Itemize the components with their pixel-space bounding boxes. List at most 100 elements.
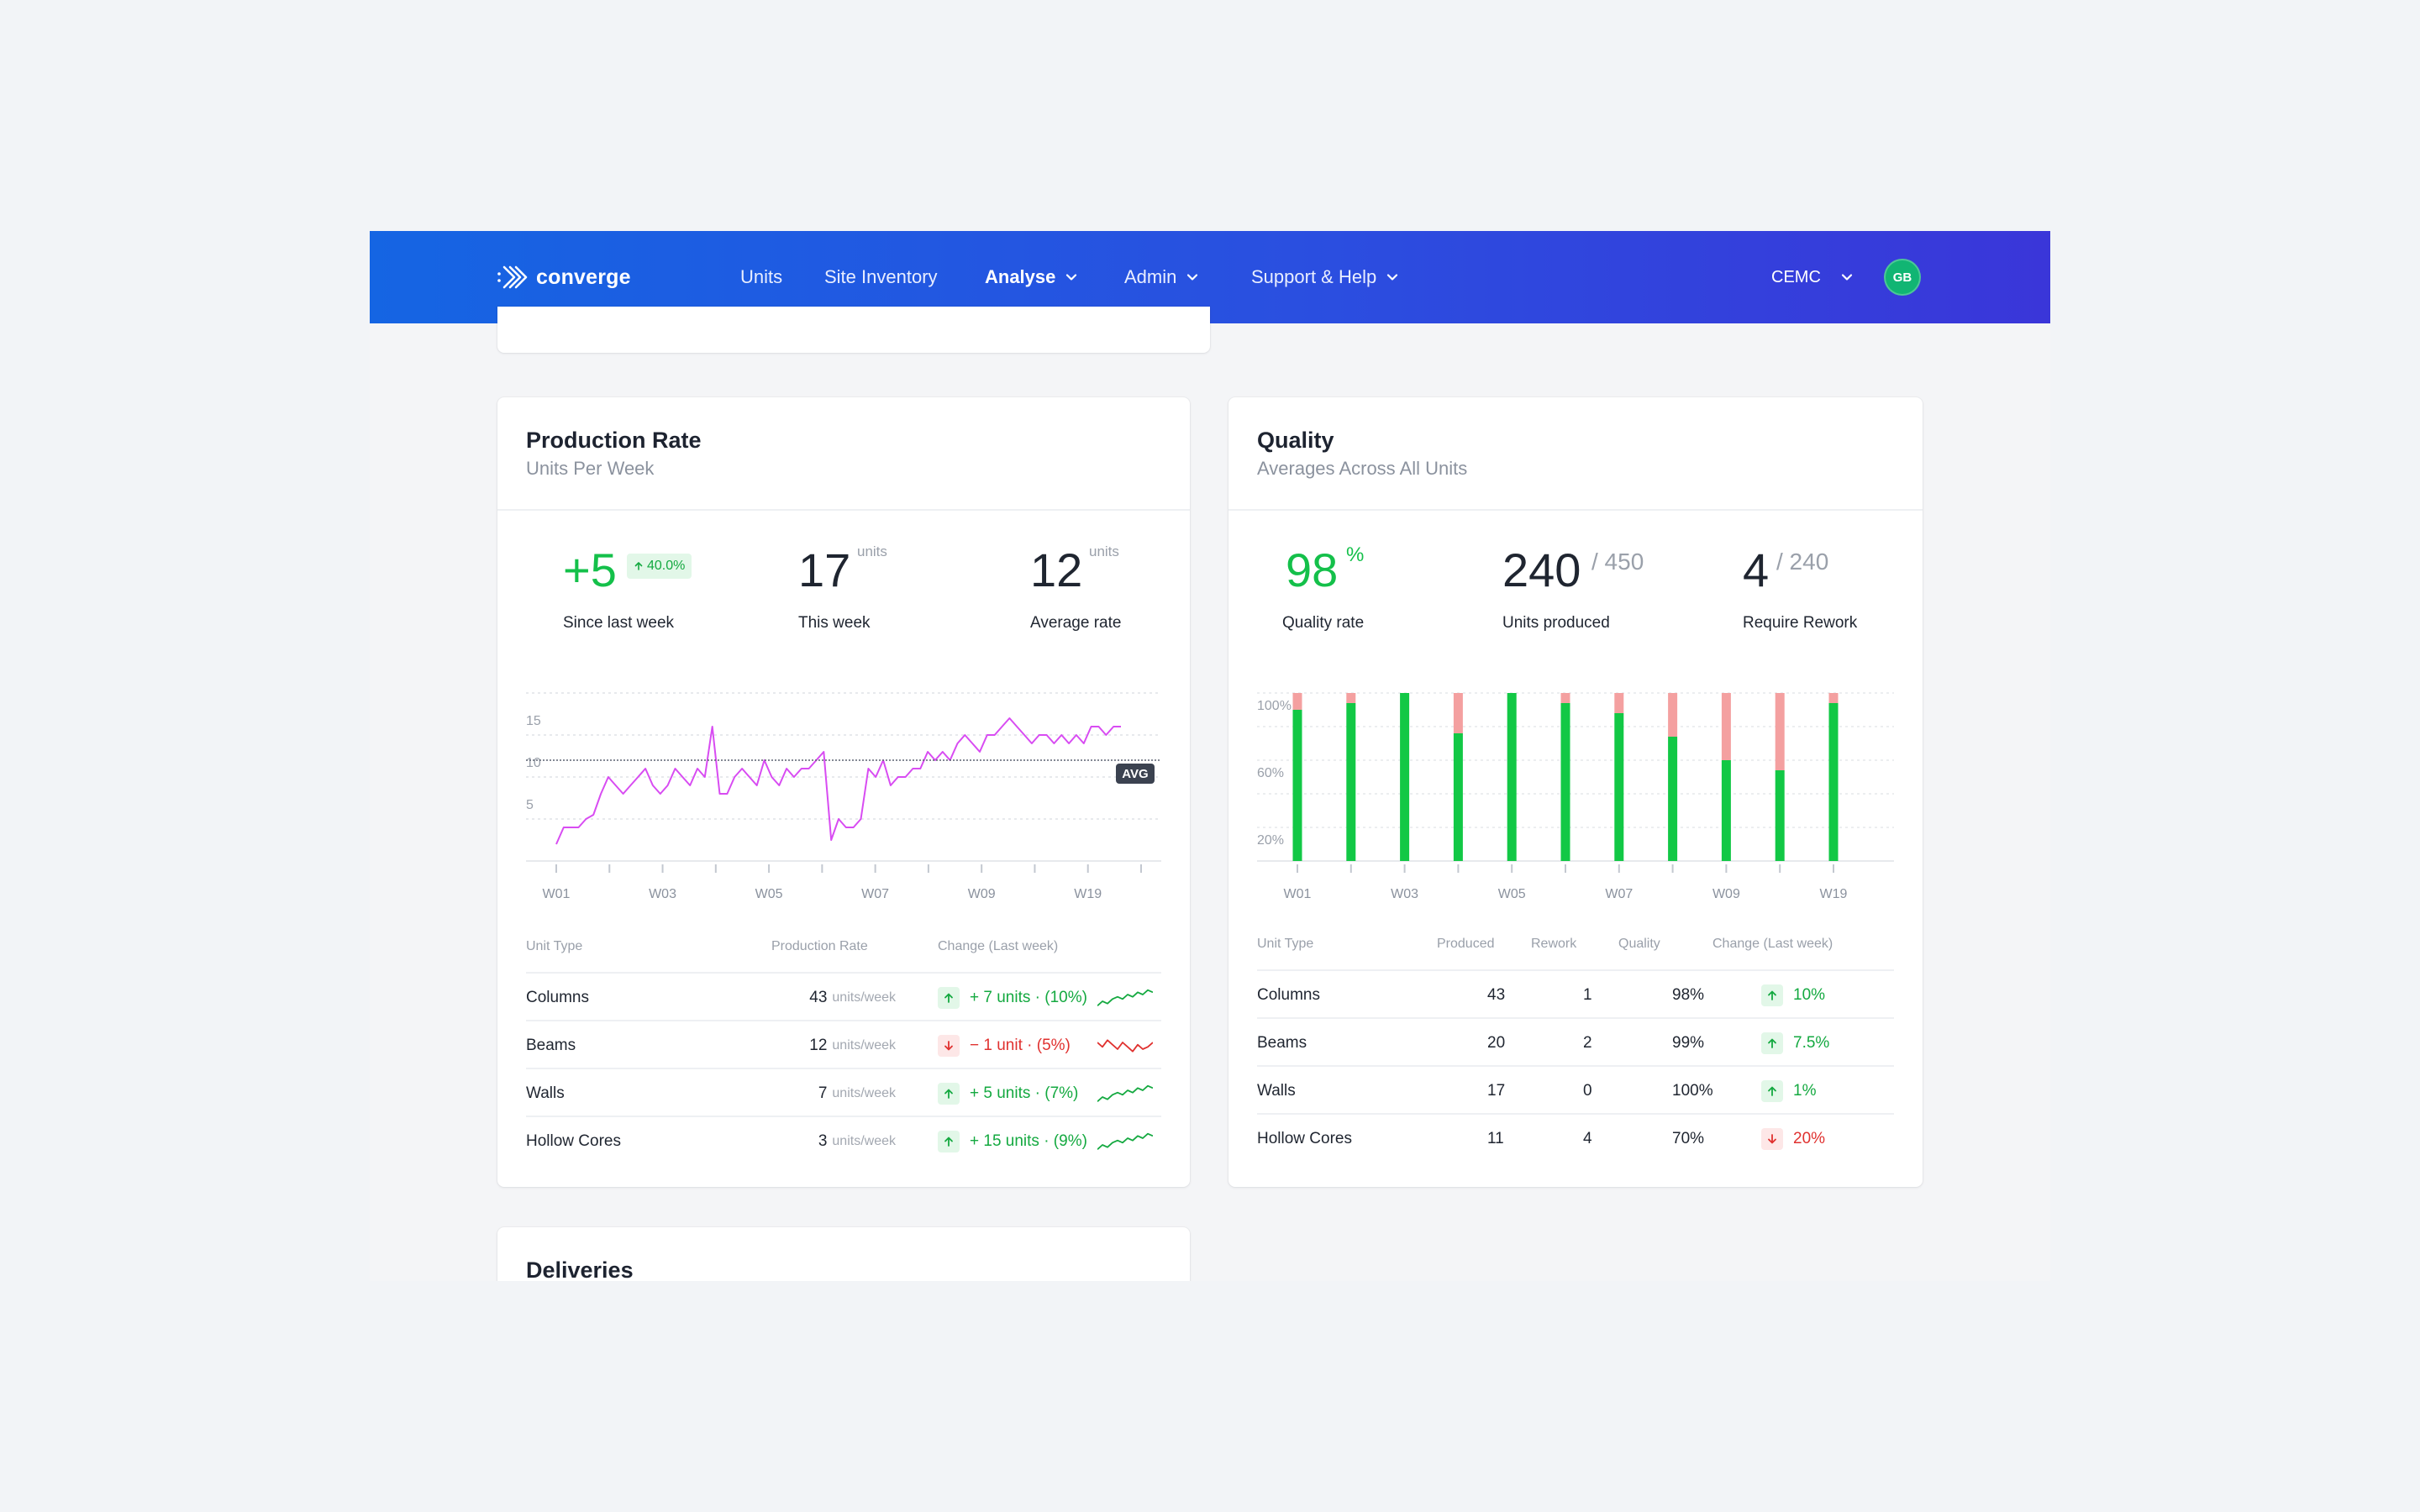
production-rate-value: 43 bbox=[809, 988, 828, 1006]
table-row[interactable]: Hollow Cores 11 4 70% 20% bbox=[1257, 1113, 1894, 1161]
kpi-this-week-label: This week bbox=[798, 614, 871, 632]
y-tick-label: 5 bbox=[526, 798, 534, 812]
rework-cell: 1 bbox=[1583, 985, 1592, 1004]
deliveries-card: Deliveries bbox=[497, 1227, 1190, 1281]
x-tick-label: W03 bbox=[1391, 887, 1418, 901]
organization-switcher[interactable]: CEMC bbox=[1771, 231, 1853, 323]
col-header-quality: Quality bbox=[1618, 937, 1660, 951]
nav-units[interactable]: Units bbox=[740, 231, 782, 323]
change-text: + 5 units · (7%) bbox=[970, 1084, 1079, 1102]
col-header-produced: Produced bbox=[1437, 937, 1495, 951]
nav-units-label: Units bbox=[740, 266, 783, 287]
table-row[interactable]: Beams 20 2 99% 7.5% bbox=[1257, 1017, 1894, 1065]
quality-bar-chart: 20% 60% 100% W01 W03 W05 W07 W09 W19 bbox=[1257, 692, 1894, 901]
card-divider bbox=[1228, 509, 1923, 511]
kpi-change-value: +5 bbox=[563, 543, 617, 596]
change-indicator bbox=[938, 986, 960, 1009]
production-rate-value: 7 bbox=[818, 1084, 828, 1102]
change-indicator bbox=[1761, 1127, 1783, 1150]
kpi-units-produced: 240 / 450 Units produced bbox=[1502, 547, 1644, 633]
quality-rework-bar bbox=[1560, 693, 1570, 703]
quality-good-bar bbox=[1668, 737, 1678, 861]
production-rate-value: 12 bbox=[809, 1036, 828, 1054]
arrow-up-icon bbox=[1768, 990, 1776, 1000]
production-rate-unit: units/week bbox=[832, 1085, 896, 1100]
arrow-up-icon bbox=[1768, 1086, 1776, 1096]
trend-sparkline bbox=[1097, 1039, 1154, 1053]
quality-rework-bar bbox=[1828, 693, 1839, 703]
unit-type-cell: Beams bbox=[526, 1036, 576, 1054]
brand-logo[interactable]: converge bbox=[496, 260, 631, 294]
nav-admin[interactable]: Admin bbox=[1124, 231, 1198, 323]
kpi-require-rework-denominator: / 240 bbox=[1776, 549, 1829, 575]
quality-rework-bar bbox=[1453, 693, 1463, 733]
y-tick-label: 20% bbox=[1257, 833, 1284, 848]
x-tick-label: W07 bbox=[861, 887, 889, 901]
table-row[interactable]: Beams 12 units/week − 1 unit · (5%) bbox=[526, 1020, 1161, 1068]
quality-rework-bar bbox=[1775, 693, 1785, 770]
table-row[interactable]: Walls 7 units/week + 5 units · (7%) bbox=[526, 1068, 1161, 1116]
quality-good-bar bbox=[1775, 770, 1785, 861]
quality-good-bar bbox=[1400, 693, 1410, 861]
kpi-units-produced-denominator: / 450 bbox=[1591, 549, 1644, 575]
arrow-down-icon bbox=[944, 1040, 953, 1050]
production-rate-value: 3 bbox=[818, 1131, 828, 1150]
kpi-require-rework-value: 4 bbox=[1743, 543, 1770, 596]
rework-cell: 0 bbox=[1583, 1081, 1592, 1100]
change-cell: + 15 units · (9%) bbox=[938, 1117, 1087, 1165]
change-text: 7.5% bbox=[1793, 1033, 1830, 1052]
kpi-this-week: 17 units This week bbox=[798, 543, 887, 632]
quality-rework-bar bbox=[1721, 693, 1731, 760]
change-indicator bbox=[938, 1034, 960, 1057]
x-tick-label: W05 bbox=[1498, 887, 1526, 901]
col-header-rework: Rework bbox=[1531, 937, 1577, 951]
kpi-since-last-week: +5 40.0% Since last week bbox=[563, 543, 692, 632]
nav-support-help[interactable]: Support & Help bbox=[1251, 231, 1398, 323]
table-row[interactable]: Walls 17 0 100% 1% bbox=[1257, 1065, 1894, 1113]
table-row[interactable]: Hollow Cores 3 units/week + 15 units · (9%) bbox=[526, 1116, 1161, 1163]
quality-good-bar bbox=[1507, 693, 1517, 861]
arrow-up-icon bbox=[634, 562, 643, 570]
change-indicator bbox=[938, 1082, 960, 1105]
chevron-down-icon bbox=[1841, 274, 1852, 281]
arrow-up-icon bbox=[944, 1089, 953, 1099]
quality-cell: 100% bbox=[1672, 1081, 1713, 1100]
chevron-down-icon bbox=[1387, 274, 1398, 281]
production-rate-cell: 43 units/week bbox=[761, 974, 896, 1021]
quality-good-bar bbox=[1453, 733, 1463, 861]
quality-good-bar bbox=[1292, 710, 1302, 861]
converge-logo-icon bbox=[497, 265, 528, 289]
y-tick-label: 60% bbox=[1257, 766, 1284, 780]
average-tag-label: AVG bbox=[1122, 767, 1148, 781]
previous-card-bottom bbox=[497, 307, 1210, 353]
production-rate-unit: units/week bbox=[832, 1133, 896, 1148]
kpi-change-label: Since last week bbox=[563, 614, 675, 632]
change-cell: − 1 unit · (5%) bbox=[938, 1021, 1071, 1069]
col-header-unit-type: Unit Type bbox=[526, 939, 583, 953]
x-tick-label: W09 bbox=[968, 887, 996, 901]
x-tick-label: W03 bbox=[649, 887, 676, 901]
nav-site-inventory[interactable]: Site Inventory bbox=[824, 231, 938, 323]
quality-rework-bar bbox=[1668, 693, 1678, 737]
y-tick-label: 100% bbox=[1257, 699, 1292, 713]
average-tag bbox=[1116, 764, 1155, 784]
table-row[interactable]: Columns 43 units/week + 7 units · (10%) bbox=[526, 972, 1161, 1020]
production-title: Production Rate bbox=[526, 428, 702, 453]
sparkline-cell bbox=[1097, 1131, 1154, 1157]
quality-cell: 98% bbox=[1672, 985, 1705, 1004]
change-cell: 10% bbox=[1761, 971, 1825, 1019]
change-text: − 1 unit · (5%) bbox=[970, 1036, 1071, 1054]
change-indicator bbox=[1761, 984, 1783, 1006]
unit-type-cell: Columns bbox=[1257, 985, 1320, 1004]
table-row[interactable]: Columns 43 1 98% 10% bbox=[1257, 969, 1894, 1017]
nav-support-help-label: Support & Help bbox=[1251, 266, 1377, 287]
quality-cell: 99% bbox=[1672, 1033, 1705, 1052]
kpi-quality-rate: 98 % Quality rate bbox=[1282, 543, 1364, 632]
change-text: 10% bbox=[1793, 985, 1826, 1004]
user-avatar[interactable]: GB bbox=[1884, 259, 1921, 296]
change-text: 20% bbox=[1793, 1129, 1826, 1147]
nav-analyse[interactable]: Analyse bbox=[985, 231, 1087, 323]
quality-subtitle: Averages Across All Units bbox=[1257, 458, 1468, 479]
production-series-line bbox=[555, 717, 1121, 845]
produced-cell: 43 bbox=[1487, 985, 1506, 1004]
